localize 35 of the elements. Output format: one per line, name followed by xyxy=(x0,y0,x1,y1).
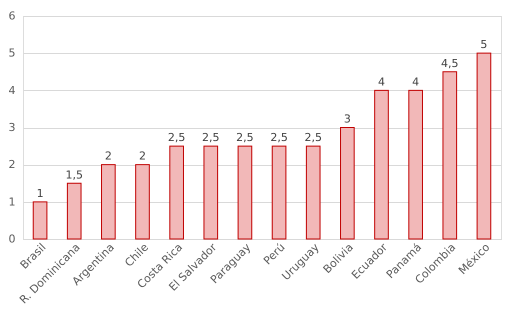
y-tick-label: 4 xyxy=(8,84,16,97)
data-label: 2,5 xyxy=(304,131,322,144)
bar xyxy=(408,90,423,240)
data-label: 5 xyxy=(480,38,488,52)
bar xyxy=(340,127,355,240)
bar xyxy=(203,146,218,240)
data-label: 4 xyxy=(412,75,420,88)
bar xyxy=(32,201,48,240)
bar xyxy=(272,146,286,240)
data-label: 4 xyxy=(378,75,385,88)
data-label: 1,5 xyxy=(65,168,83,182)
y-tick-label: 2 xyxy=(8,158,16,172)
bar xyxy=(135,164,150,240)
y-tick-label: 1 xyxy=(8,195,16,208)
data-label: 2 xyxy=(104,150,112,163)
data-label: 2,5 xyxy=(168,131,186,144)
data-label: 2 xyxy=(139,150,146,163)
y-tick-label: 0 xyxy=(8,232,16,246)
bar xyxy=(306,146,321,240)
bar xyxy=(238,146,252,240)
y-tick-label: 5 xyxy=(8,46,16,60)
bar xyxy=(476,52,492,240)
data-label: 1 xyxy=(36,186,44,200)
bar xyxy=(374,90,389,240)
data-label: 2,5 xyxy=(270,131,288,144)
data-label: 4,5 xyxy=(441,56,459,70)
data-label: 2,5 xyxy=(236,131,254,144)
bar xyxy=(66,182,82,240)
y-tick-label: 3 xyxy=(8,121,16,134)
bar xyxy=(101,164,116,240)
bar xyxy=(442,71,458,240)
bar xyxy=(169,146,184,240)
data-label: 3 xyxy=(344,112,351,126)
data-label: 2,5 xyxy=(202,131,220,144)
y-tick-label: 6 xyxy=(8,10,16,22)
